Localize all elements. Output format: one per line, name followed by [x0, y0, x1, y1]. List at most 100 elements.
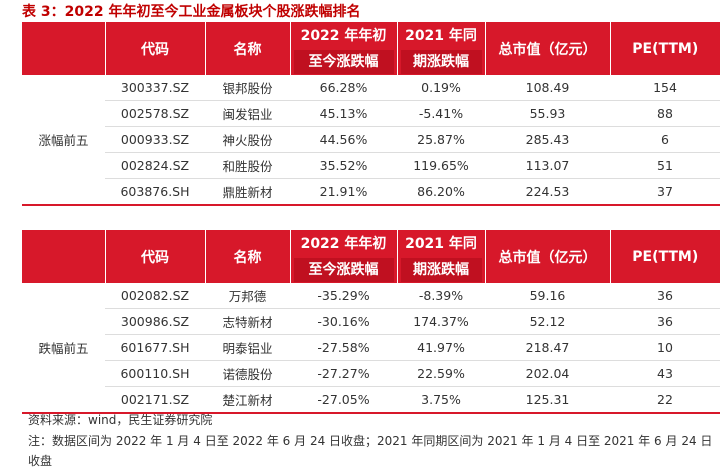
- cell: 000933.SZ: [105, 126, 205, 153]
- cell: 002171.SZ: [105, 386, 205, 414]
- data-row: 600110.SH 诺德股份 -27.27% 22.59% 202.04 43: [22, 360, 720, 387]
- cell: 21.91%: [290, 178, 397, 206]
- data-row: 002824.SZ 和胜股份 35.52% 119.65% 113.07 51: [22, 152, 720, 179]
- cell: 37: [610, 178, 720, 206]
- header-cell: PE(TTM): [609, 230, 720, 283]
- cell: 25.87%: [397, 126, 485, 153]
- cell: 43: [610, 360, 720, 387]
- cell: 88: [610, 100, 720, 127]
- header-line: 期涨跌幅: [400, 49, 482, 74]
- header-cell: [22, 22, 105, 75]
- cell: 300337.SZ: [105, 75, 205, 101]
- data-row: 002578.SZ 闽发铝业 45.13% -5.41% 55.93 88: [22, 100, 720, 127]
- cell: 0.19%: [397, 75, 485, 101]
- cell: 603876.SH: [105, 178, 205, 206]
- cell: 55.93: [485, 100, 610, 127]
- header-cell: 代码: [104, 22, 205, 75]
- group-label: 涨幅前五: [22, 75, 105, 206]
- cell: 6: [610, 126, 720, 153]
- cell: 45.13%: [290, 100, 397, 127]
- cell: 218.47: [485, 334, 610, 361]
- header-row: 代码 名称 2022 年年初 至今涨跌幅 2021 年同 期涨跌幅 总市值（亿元） PE(TT…: [22, 22, 720, 75]
- cell: 41.97%: [397, 334, 485, 361]
- data-row: 601677.SH 明泰铝业 -27.58% 41.97% 218.47 10: [22, 334, 720, 361]
- cell: 志特新材: [205, 308, 290, 335]
- header-cell: 2021 年同期涨跌幅: [396, 230, 485, 283]
- cell: 125.31: [485, 386, 610, 414]
- cell: -30.16%: [290, 308, 397, 335]
- header-cell: 总市值（亿元）: [484, 230, 610, 283]
- header-cell: 代码: [104, 230, 205, 283]
- cell: 万邦德: [205, 283, 290, 309]
- cell: 明泰铝业: [205, 334, 290, 361]
- header-cell: 名称: [204, 22, 290, 75]
- cell: 66.28%: [290, 75, 397, 101]
- cell: 和胜股份: [205, 152, 290, 179]
- data-row: 000933.SZ 神火股份 44.56% 25.87% 285.43 6: [22, 126, 720, 153]
- cell: 119.65%: [397, 152, 485, 179]
- data-row: 涨幅前五 300337.SZ 银邦股份 66.28% 0.19% 108.49 154: [22, 75, 720, 206]
- cell: -27.58%: [290, 334, 397, 361]
- cell: 36: [610, 283, 720, 309]
- header-cell: 2022 年年初至今涨跌幅: [289, 22, 397, 75]
- cell: 154: [610, 75, 720, 101]
- data-row: 300986.SZ 志特新材 -30.16% 174.37% 52.12 36: [22, 308, 720, 335]
- data-table: 代码 名称 2022 年年初 至今涨跌幅 2021 年同 期涨跌幅 总市值（亿元） PE(TT…: [22, 22, 720, 206]
- cell: 35.52%: [290, 152, 397, 179]
- cell: 601677.SH: [105, 334, 205, 361]
- cell: 108.49: [485, 75, 610, 101]
- cell: 202.04: [485, 360, 610, 387]
- cell: 10: [610, 334, 720, 361]
- header-cell: 总市值（亿元）: [484, 22, 610, 75]
- cell: 52.12: [485, 308, 610, 335]
- cell: -27.05%: [290, 386, 397, 414]
- header-line: 2022 年年初: [300, 27, 387, 44]
- cell: 002578.SZ: [105, 100, 205, 127]
- cell: -5.41%: [397, 100, 485, 127]
- cell: 174.37%: [397, 308, 485, 335]
- header-cell: [22, 230, 105, 283]
- header-line: 期涨跌幅: [400, 257, 482, 282]
- cell: 22: [610, 386, 720, 414]
- cell: 002082.SZ: [105, 283, 205, 309]
- cell: 鼎胜新材: [205, 178, 290, 206]
- cell: 285.43: [485, 126, 610, 153]
- cell: 诺德股份: [205, 360, 290, 387]
- source: 资料来源：wind，民生证券研究院: [28, 413, 213, 427]
- group-label: 跌幅前五: [22, 283, 105, 414]
- data-table: 代码 名称 2022 年年初 至今涨跌幅 2021 年同 期涨跌幅 总市值（亿元） PE(TT…: [22, 230, 720, 414]
- header-row: 代码 名称 2022 年年初 至今涨跌幅 2021 年同 期涨跌幅 总市值（亿元） PE(TT…: [22, 230, 720, 283]
- cell: 86.20%: [397, 178, 485, 206]
- cell: 银邦股份: [205, 75, 290, 101]
- cell: 神火股份: [205, 126, 290, 153]
- header-line: 2021 年同: [405, 235, 477, 252]
- cell: 3.75%: [397, 386, 485, 414]
- cell: 22.59%: [397, 360, 485, 387]
- header-cell: 2021 年同 期涨跌幅: [396, 22, 485, 75]
- cell: 36: [610, 308, 720, 335]
- cell: 002824.SZ: [105, 152, 205, 179]
- cell: 59.16: [485, 283, 610, 309]
- header-cell: 2022 年年初至今涨跌幅: [289, 230, 397, 283]
- cell: 300986.SZ: [105, 308, 205, 335]
- data-row: 跌幅前五 002082.SZ 万邦德 -35.29% -8.39% 59.16 36: [22, 283, 720, 414]
- header-cell: PE(TTM): [609, 22, 720, 75]
- header-cell: 名称: [204, 230, 290, 283]
- header-line: 至今涨跌幅: [293, 49, 394, 74]
- data-row: 002171.SZ 楚江新材 -27.05% 3.75% 125.31 22: [22, 386, 720, 414]
- cell: -35.29%: [290, 283, 397, 309]
- cell: 113.07: [485, 152, 610, 179]
- cell: 51: [610, 152, 720, 179]
- header-line: 2022 年年初: [300, 235, 387, 252]
- cell: 44.56%: [290, 126, 397, 153]
- note: 注：数据区间为 2022 年 1 月 4 日至 2022 年 6 月 24 日收…: [28, 434, 713, 468]
- cell: -27.27%: [290, 360, 397, 387]
- cell: 224.53: [485, 178, 610, 206]
- cell: 600110.SH: [105, 360, 205, 387]
- cell: 楚江新材: [205, 386, 290, 414]
- header-line: 至今涨跌幅: [293, 257, 394, 282]
- cell: 闽发铝业: [205, 100, 290, 127]
- table-title: 表 3：2022 年年初至今工业金属板块个股涨跌幅排名: [22, 4, 361, 20]
- cell: -8.39%: [397, 283, 485, 309]
